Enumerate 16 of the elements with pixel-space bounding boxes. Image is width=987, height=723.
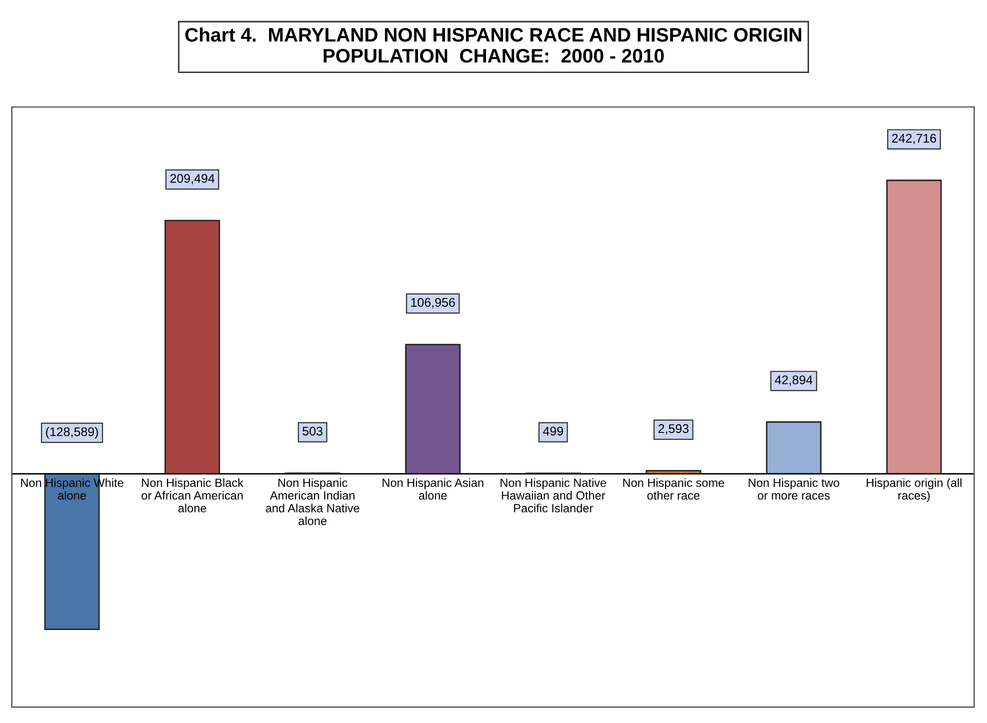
data-label: 2,593 bbox=[658, 424, 689, 435]
x-tick-label: Non Hispanic American Indian and Alaska Native alone bbox=[266, 478, 360, 526]
data-label: (128,589) bbox=[46, 426, 98, 439]
data-label: 242,716 bbox=[892, 134, 936, 144]
x-tick-label: Non Hispanic Native Hawaiian and Other Pacific Islander bbox=[500, 478, 606, 512]
chart-title: Chart 4. MARYLAND NON HISPANIC RACE AND HISPANIC ORIGIN POPULATION CHANGE: 2000 - 2010 bbox=[185, 27, 802, 63]
data-label: 209,494 bbox=[170, 174, 215, 184]
x-tick-label: Non Hispanic Asian alone bbox=[382, 478, 484, 500]
data-label: 42,894 bbox=[774, 375, 812, 386]
x-tick-label: Non Hispanic some other race bbox=[623, 478, 724, 500]
x-tick-label: Non Hispanic two or more races bbox=[748, 478, 840, 500]
x-tick-label: Non Hispanic Black or African American alone bbox=[142, 478, 244, 512]
data-label: 499 bbox=[543, 426, 563, 436]
data-label: 106,956 bbox=[411, 298, 455, 308]
data-label: 503 bbox=[302, 426, 322, 436]
x-tick-label: Hispanic origin (all races) bbox=[866, 478, 962, 502]
